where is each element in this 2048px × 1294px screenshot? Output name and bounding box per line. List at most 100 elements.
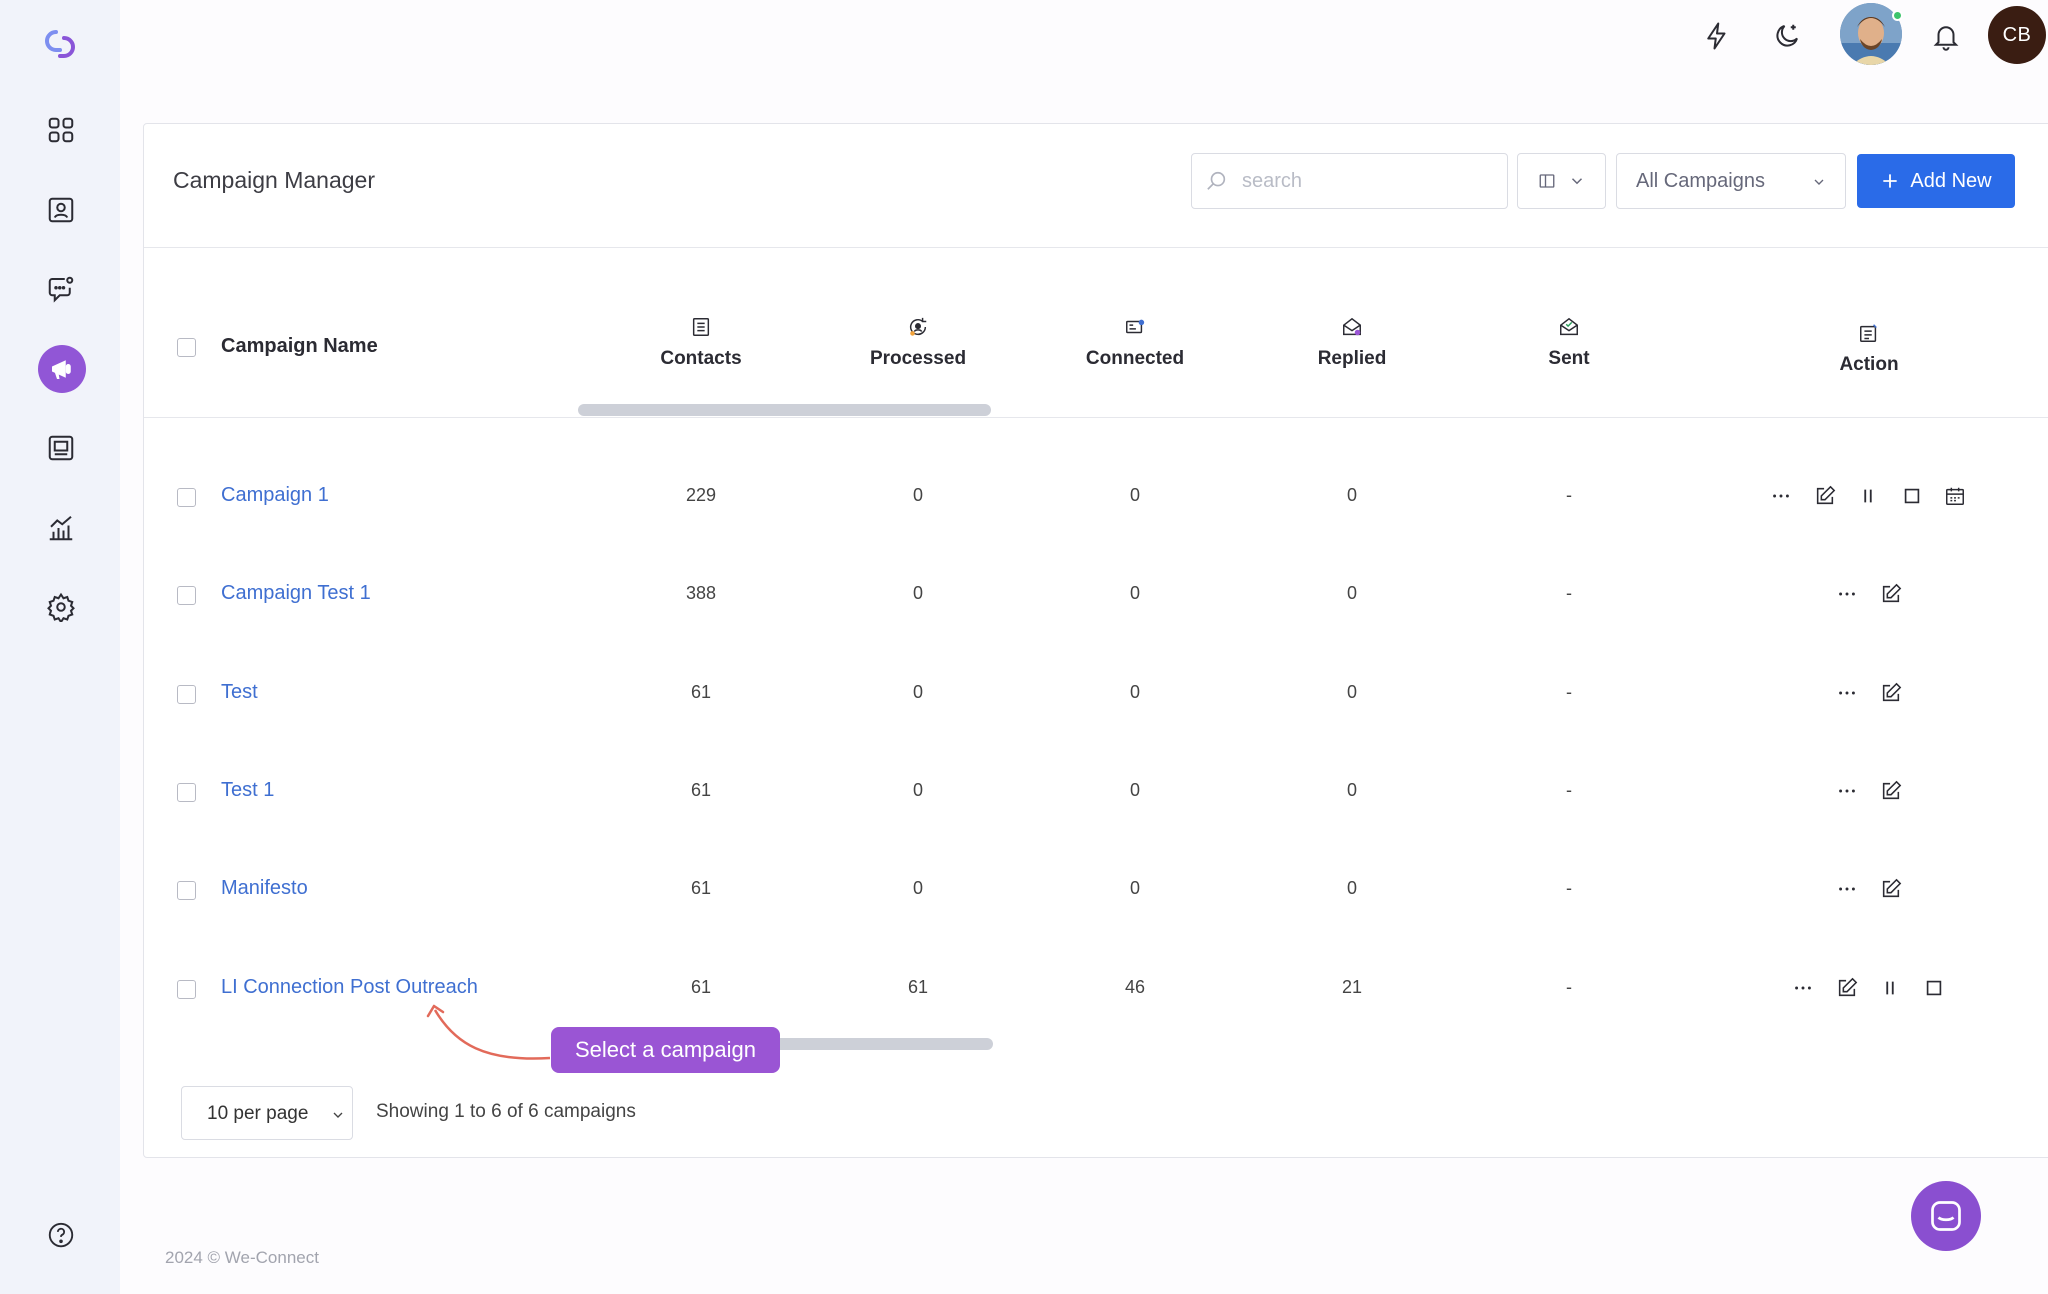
connected-cell: 0: [1129, 878, 1140, 898]
row-checkbox[interactable]: [177, 586, 196, 605]
sidebar-item-settings[interactable]: [37, 583, 85, 631]
avatar[interactable]: [1840, 3, 1902, 65]
sent-cell: -: [1566, 780, 1572, 800]
search-input[interactable]: [1242, 164, 1492, 198]
theme-toggle-button[interactable]: [1765, 14, 1809, 58]
online-status-badge: [1892, 10, 1903, 21]
horizontal-scrollbar-top[interactable]: [578, 404, 991, 416]
contacts-cell: 229: [685, 485, 717, 505]
campaign-name-link[interactable]: Campaign 1: [221, 484, 329, 506]
edit-button[interactable]: [1833, 974, 1861, 1002]
sidebar: [0, 0, 120, 1294]
quick-actions-button[interactable]: [1695, 14, 1739, 58]
campaign-name-link[interactable]: Test: [221, 681, 258, 703]
edit-button[interactable]: [1811, 482, 1839, 510]
replied-cell: 0: [1346, 878, 1357, 898]
edit-icon: [1816, 485, 1835, 505]
edit-icon: [1882, 878, 1901, 898]
column-header-processed-label: Processed: [869, 348, 967, 369]
more-button[interactable]: [1789, 974, 1817, 1002]
row-checkbox[interactable]: [177, 488, 196, 507]
row-checkbox[interactable]: [177, 685, 196, 704]
per-page-select[interactable]: 10 per page: [181, 1086, 353, 1140]
replied-cell: 0: [1346, 485, 1357, 505]
contacts-cell: 61: [690, 682, 712, 702]
inbox-icon: [48, 435, 74, 461]
campaign-manager-card: [143, 123, 2048, 1158]
column-header-processed[interactable]: Processed: [818, 316, 1018, 370]
sidebar-item-inbox[interactable]: [37, 424, 85, 472]
support-chat-button[interactable]: [1911, 1181, 1981, 1251]
notifications-button[interactable]: [1924, 14, 1968, 58]
processed-cell: 0: [912, 485, 923, 505]
chevron-down-icon: [333, 1112, 343, 1118]
column-header-contacts[interactable]: Contacts: [601, 316, 801, 370]
more-button[interactable]: [1833, 777, 1861, 805]
connected-cell: 46: [1124, 977, 1146, 997]
more-button[interactable]: [1833, 679, 1861, 707]
processed-icon: [910, 317, 927, 336]
app-logo-icon[interactable]: [40, 26, 82, 62]
sent-icon: [1560, 317, 1578, 336]
replied-cell: 0: [1346, 780, 1357, 800]
schedule-button[interactable]: [1941, 482, 1969, 510]
edit-button[interactable]: [1877, 777, 1905, 805]
campaign-name-link[interactable]: Test 1: [221, 779, 275, 801]
processed-cell: 0: [912, 682, 923, 702]
column-toggle-button[interactable]: [1517, 153, 1606, 209]
plus-icon: [1883, 174, 1898, 188]
replied-cell: 0: [1346, 682, 1357, 702]
sent-cell: -: [1566, 682, 1572, 702]
row-checkbox[interactable]: [177, 783, 196, 802]
stop-button[interactable]: [1920, 974, 1948, 1002]
more-button[interactable]: [1767, 482, 1795, 510]
column-header-sent[interactable]: Sent: [1469, 316, 1669, 370]
sent-cell: -: [1566, 485, 1572, 505]
column-header-campaign-name[interactable]: Campaign Name: [221, 335, 378, 357]
contacts-cell: 388: [685, 583, 717, 603]
sidebar-item-analytics[interactable]: [37, 504, 85, 552]
per-page-value: 10 per page: [207, 1103, 309, 1124]
campaign-name-link[interactable]: Campaign Test 1: [221, 582, 371, 604]
analytics-icon: [49, 515, 73, 541]
schedule-icon: [1946, 487, 1964, 505]
contacts-cell: 61: [690, 878, 712, 898]
processed-cell: 61: [907, 977, 929, 997]
user-initials-avatar[interactable]: CB: [1988, 6, 2046, 64]
more-button[interactable]: [1833, 580, 1861, 608]
column-header-sent-label: Sent: [1548, 348, 1590, 369]
edit-button[interactable]: [1877, 580, 1905, 608]
pause-button[interactable]: [1854, 482, 1882, 510]
more-button[interactable]: [1833, 875, 1861, 903]
campaign-icon: [52, 360, 71, 379]
column-header-replied[interactable]: Replied: [1252, 316, 1452, 370]
more-icon: [1795, 986, 1811, 990]
stop-button[interactable]: [1898, 482, 1926, 510]
edit-icon: [1882, 682, 1901, 702]
chat-icon: [48, 276, 74, 303]
user-photo-icon: [1840, 3, 1902, 65]
campaign-filter-select[interactable]: All Campaigns: [1616, 153, 1846, 209]
select-all-checkbox[interactable]: [177, 338, 196, 357]
sidebar-item-chat[interactable]: [37, 265, 85, 313]
sidebar-item-campaigns[interactable]: [38, 345, 86, 393]
row-checkbox[interactable]: [177, 881, 196, 900]
more-icon: [1839, 691, 1855, 695]
column-header-connected-label: Connected: [1085, 348, 1185, 369]
campaign-name-link[interactable]: Manifesto: [221, 877, 308, 899]
sidebar-item-dashboard[interactable]: [37, 106, 85, 154]
campaign-name-link[interactable]: LI Connection Post Outreach: [221, 976, 478, 998]
search-field[interactable]: [1191, 153, 1508, 209]
pause-icon: [1886, 981, 1894, 995]
pause-button[interactable]: [1876, 974, 1904, 1002]
column-header-connected[interactable]: Connected: [1035, 316, 1235, 370]
replied-cell: 21: [1341, 977, 1363, 997]
row-checkbox[interactable]: [177, 980, 196, 999]
help-button[interactable]: [37, 1211, 85, 1259]
edit-button[interactable]: [1877, 679, 1905, 707]
horizontal-scrollbar-bottom[interactable]: [760, 1038, 993, 1050]
add-new-button[interactable]: Add New: [1857, 154, 2015, 208]
sidebar-item-contacts[interactable]: [37, 186, 85, 234]
copyright-text: 2024 © We-Connect: [165, 1248, 319, 1267]
edit-button[interactable]: [1877, 875, 1905, 903]
